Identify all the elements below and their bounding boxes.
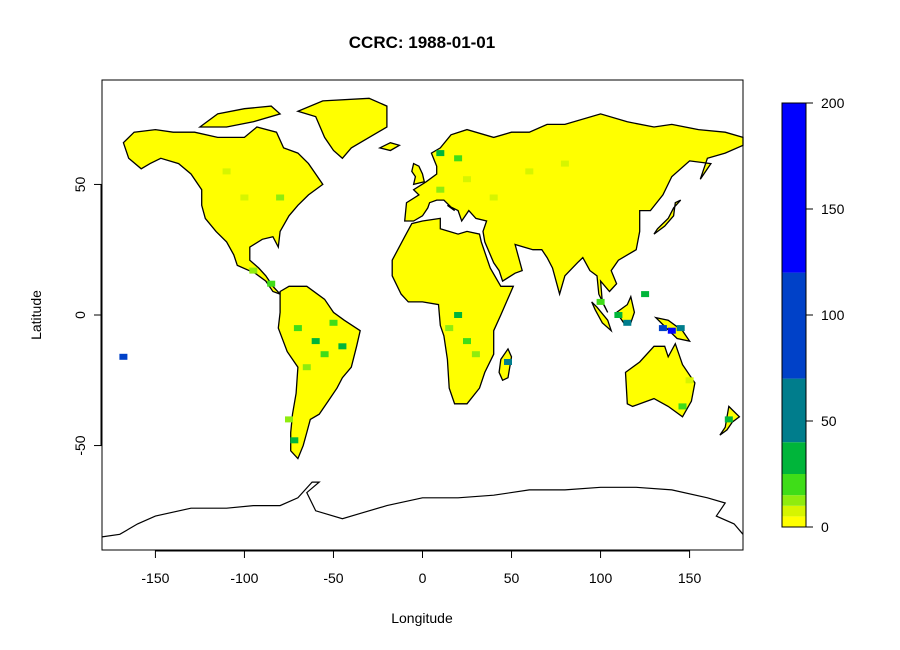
land-north-america [123, 127, 323, 295]
value-cells-layer [119, 150, 733, 444]
value-cell [667, 327, 676, 334]
value-cell [724, 416, 733, 423]
x-tick-label: -150 [141, 570, 169, 586]
legend-bin [782, 272, 806, 379]
value-cell [525, 168, 534, 175]
x-tick-label: 150 [678, 570, 702, 586]
legend-bin [782, 516, 806, 527]
value-cell [249, 267, 258, 274]
x-axis-title: Longitude [391, 610, 453, 626]
value-cell [240, 194, 249, 201]
value-cell [454, 155, 463, 162]
value-cell [329, 319, 338, 326]
y-axis-title: Latitude [28, 290, 44, 340]
value-cell [678, 403, 687, 410]
value-cell [276, 194, 285, 201]
value-cell [596, 298, 605, 305]
value-cell [504, 359, 512, 365]
legend-bin [782, 474, 806, 496]
value-cell [436, 186, 445, 193]
x-tick-label: 100 [589, 570, 613, 586]
value-cell [290, 437, 299, 444]
coast-antarctica [101, 481, 744, 538]
legend-tick-label: 0 [821, 519, 829, 535]
value-cell [614, 312, 623, 318]
value-cell [685, 377, 694, 384]
land-sumatra [591, 301, 612, 331]
y-tick-label: 0 [72, 311, 88, 319]
coast-sumatra [591, 301, 613, 333]
value-cell [293, 325, 302, 332]
coast-arctic-islands [197, 105, 282, 128]
value-cell [267, 280, 276, 287]
coast-uk [411, 162, 426, 186]
legend-bin [782, 442, 806, 474]
x-axis: -150 -100 -50 0 50 100 150 [141, 550, 701, 586]
coast-africa [391, 217, 515, 405]
coastline-layer [101, 97, 744, 538]
x-tick-label: 0 [419, 570, 427, 586]
value-cell [463, 176, 471, 183]
coast-eurasia [403, 113, 744, 313]
coast-iceland [377, 142, 402, 152]
value-cell [454, 312, 463, 318]
land-africa [392, 218, 514, 404]
land-eurasia [404, 113, 743, 313]
coast-north-america [122, 126, 324, 295]
value-cell [623, 319, 632, 326]
legend-bin [782, 103, 806, 273]
x-tick-label: -50 [323, 570, 343, 586]
legend-tick-label: 100 [821, 307, 845, 323]
value-cell [119, 353, 128, 360]
value-cell [311, 338, 320, 345]
y-tick-label: 50 [72, 176, 88, 192]
coast-new-zealand [719, 405, 741, 436]
x-tick-label: 50 [504, 570, 520, 586]
value-cell [676, 325, 685, 332]
x-tick-label: -100 [230, 570, 258, 586]
value-cell [445, 325, 454, 332]
value-cell [489, 194, 498, 201]
value-cell [658, 325, 667, 332]
coast-south-america [277, 285, 361, 460]
value-cell [471, 351, 480, 358]
y-axis: -50 0 50 [72, 176, 102, 456]
value-cell [285, 416, 293, 423]
value-cell [338, 343, 347, 350]
value-cell [463, 338, 471, 345]
legend-tick-label: 150 [821, 201, 845, 217]
coast-japan [653, 199, 682, 235]
figure-title: CCRC: 1988-01-01 [349, 33, 495, 52]
legend-tick-label: 50 [821, 413, 837, 429]
value-cell [560, 160, 569, 167]
land-australia [625, 343, 695, 417]
value-cell [222, 168, 231, 175]
legend-bin [782, 505, 806, 517]
map-panel [101, 79, 744, 551]
color-legend: 0 50 100 150 200 [781, 95, 845, 535]
value-cell [302, 364, 311, 371]
legend-bin [782, 378, 806, 443]
legend-tick-label: 200 [821, 95, 845, 111]
coast-greenland [295, 97, 388, 160]
land-arctic-islands [199, 106, 281, 127]
coast-madagascar [498, 347, 513, 382]
coast-australia [624, 342, 696, 418]
value-cell [436, 150, 445, 157]
land-greenland [297, 98, 387, 159]
legend-bin [782, 495, 806, 506]
value-cell [641, 291, 650, 298]
y-tick-label: -50 [72, 435, 88, 455]
value-cell [320, 351, 329, 358]
